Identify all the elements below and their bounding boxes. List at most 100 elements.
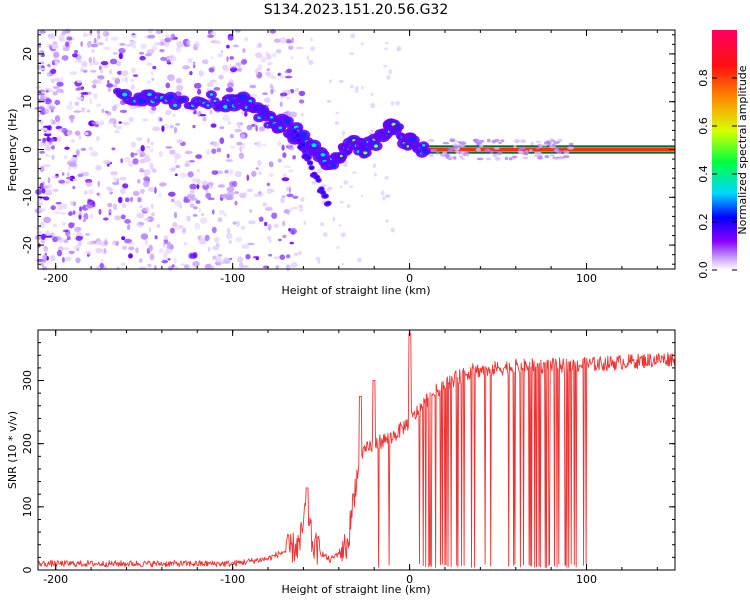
noise-blob [36,201,44,207]
noise-blob [107,88,112,92]
noise-blob [241,265,249,268]
signal-speckle [460,150,465,155]
noise-blob [189,71,193,76]
noise-blob [122,121,130,126]
noise-blob [251,170,257,177]
signal-speckle [460,157,466,160]
signal-speckle [504,156,509,161]
noise-blob [225,87,234,93]
noise-blob [128,116,134,123]
noise-blob [130,84,136,90]
noise-blob [266,61,273,66]
noise-blob [118,47,126,54]
noise-blob [380,190,385,196]
noise-blob [167,74,175,81]
noise-blob [258,126,266,132]
signal-branch-core [292,130,297,134]
noise-blob [94,37,97,44]
noise-blob [147,263,152,268]
noise-blob [137,197,142,203]
noise-blob [176,139,184,144]
noise-blob [253,193,261,197]
noise-blob [169,124,175,129]
noise-blob [234,200,238,206]
signal-speckle [493,147,500,150]
noise-blob [271,212,278,219]
noise-blob [61,55,69,61]
noise-blob [92,93,98,100]
noise-blob [74,226,81,233]
noise-blob [145,145,151,149]
signal-branch-core [295,134,300,137]
noise-blob [73,110,82,113]
noise-blob [143,218,151,221]
noise-blob [38,42,42,48]
noise-blob [221,193,230,198]
noise-blob [129,104,137,110]
noise-blob [218,209,225,216]
noise-blob [230,145,235,149]
noise-blob [152,126,161,132]
signal-speckle [448,147,455,151]
signal-speckle [557,157,565,160]
noise-blob [52,188,59,192]
noise-blob [288,186,292,194]
noise-blob [262,92,268,96]
colorbar-gradient [712,30,737,270]
noise-blob [122,183,129,189]
noise-blob [264,221,268,227]
noise-blob [300,113,305,117]
noise-blob [262,265,269,269]
noise-blob [186,40,191,46]
noise-blob [257,159,262,167]
noise-blob [241,244,250,250]
noise-blob [315,256,321,261]
signal-speckle [535,140,541,143]
noise-blob [47,184,53,190]
noise-blob [201,213,204,216]
noise-blob [75,149,80,157]
signal-speckle [529,149,533,152]
noise-blob [119,176,127,181]
noise-blob [287,143,291,147]
noise-blob [58,128,63,132]
noise-blob [374,173,377,177]
noise-blob [350,33,356,39]
signal-speckle [456,147,461,150]
noise-blob [151,106,157,111]
signal-branch-core [323,194,328,198]
noise-blob [89,62,93,67]
noise-blob [66,171,70,178]
noise-blob [126,43,131,48]
noise-blob [263,97,271,104]
noise-blob [103,217,109,221]
noise-blob [140,233,149,240]
noise-blob [165,82,171,89]
noise-blob [72,53,78,58]
noise-blob [83,31,86,38]
signal-core [223,104,229,109]
noise-blob [49,105,56,110]
y-tick-label: 300 [21,370,34,391]
noise-blob [300,197,305,202]
noise-blob [148,226,152,233]
noise-blob [62,229,69,233]
noise-blob [50,118,54,125]
noise-blob [209,109,213,115]
noise-blob [39,166,45,172]
noise-blob [92,56,96,64]
noise-blob [64,256,72,262]
noise-blob [80,67,84,73]
signal-core [269,116,274,119]
noise-blob [163,252,168,259]
noise-blob [271,86,274,90]
noise-blob [74,49,79,54]
noise-blob [215,40,221,44]
snr-y-ticks: 0 100 200 300 [21,342,675,574]
noise-blob [311,181,317,185]
noise-blob [176,77,182,84]
noise-blob [343,180,349,185]
noise-blob [139,55,146,61]
noise-blob [246,174,250,181]
noise-blob [143,176,151,182]
